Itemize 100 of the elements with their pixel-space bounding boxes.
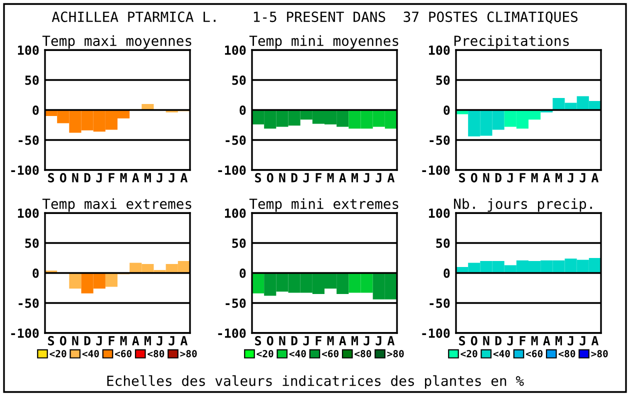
x-tick-label: F — [520, 336, 526, 346]
x-tick-label: A — [339, 336, 346, 346]
legend-label: <60 — [526, 350, 543, 358]
y-tick-label: -100 — [218, 328, 246, 338]
y-tick-label: 0 — [32, 105, 39, 115]
x-tick-label: N — [72, 173, 78, 182]
x-tick-label: M — [120, 336, 127, 346]
text: Echelles des valeurs indicatrices des plantes en % — [107, 375, 524, 389]
x-tick-label: J — [96, 336, 102, 346]
x-tick-label: O — [60, 336, 66, 346]
x-tick-label: A — [132, 173, 140, 182]
legend-label: >80 — [591, 350, 608, 358]
x-tick-label: D — [84, 336, 90, 346]
legend-label: >80 — [180, 350, 197, 358]
x-tick-label: S — [48, 173, 54, 182]
chart-title: Temp maxi moyennes — [42, 35, 192, 49]
x-tick-label: M — [531, 173, 538, 182]
x-tick-label: J — [96, 173, 102, 182]
y-tick-label: 50 — [436, 238, 450, 248]
x-tick-label: N — [279, 173, 286, 182]
y-tick-label: 0 — [240, 105, 246, 115]
legend-label: <40 — [289, 350, 306, 358]
x-tick-label: A — [180, 336, 188, 346]
x-tick-label: D — [291, 336, 298, 346]
x-tick-label: N — [279, 336, 286, 346]
legend-label: <40 — [493, 350, 510, 358]
x-tick-label: A — [591, 173, 599, 182]
x-tick-label: M — [555, 336, 562, 346]
x-tick-label: F — [520, 173, 526, 182]
x-tick-label: J — [303, 336, 309, 346]
y-tick-label: -50 — [226, 135, 246, 145]
legend-label: <20 — [50, 350, 66, 358]
x-tick-label: M — [351, 336, 358, 346]
y-tick-label: 50 — [436, 75, 450, 85]
y-tick-label: 0 — [32, 268, 39, 278]
x-tick-label: O — [266, 336, 274, 346]
y-tick-label: -100 — [218, 165, 246, 175]
y-tick-label: 50 — [232, 238, 246, 248]
chart-title: Temp maxi extremes — [42, 198, 192, 212]
x-tick-label: M — [144, 336, 151, 346]
x-tick-label: A — [387, 336, 395, 346]
x-tick-label: O — [470, 336, 478, 346]
x-tick-label: M — [144, 173, 151, 182]
legend-label: <40 — [82, 350, 99, 358]
x-tick-label: J — [303, 173, 309, 182]
chart-title: Nb. jours precip. — [454, 198, 592, 212]
x-tick-label: O — [60, 173, 66, 182]
x-tick-label: D — [495, 336, 502, 346]
x-tick-label: D — [291, 173, 298, 182]
x-tick-label: J — [507, 336, 513, 346]
x-tick-label: O — [470, 173, 478, 182]
x-tick-label: O — [266, 173, 274, 182]
x-tick-label: J — [168, 336, 174, 346]
y-tick-label: -50 — [18, 298, 39, 308]
x-tick-label: A — [543, 336, 550, 346]
x-tick-label: J — [376, 336, 382, 346]
y-tick-label: -50 — [18, 135, 39, 145]
y-tick-label: 50 — [25, 238, 39, 248]
chart-title: Temp mini extremes — [249, 198, 398, 212]
x-tick-label: M — [327, 336, 334, 346]
legend-label: <60 — [322, 350, 339, 358]
legend-label: <80 — [148, 350, 164, 358]
x-tick-label: N — [483, 336, 490, 346]
x-tick-label: S — [459, 173, 466, 182]
x-tick-label: J — [507, 173, 513, 182]
chart-title: Temp mini moyennes — [249, 35, 398, 49]
x-tick-label: F — [108, 336, 114, 346]
x-tick-label: A — [387, 173, 395, 182]
x-tick-label: J — [568, 336, 574, 346]
x-tick-label: M — [555, 173, 562, 182]
y-tick-label: 0 — [444, 268, 450, 278]
x-tick-label: J — [156, 336, 162, 346]
y-tick-label: 100 — [225, 45, 246, 55]
y-tick-label: 100 — [18, 208, 39, 218]
x-tick-label: M — [327, 173, 334, 182]
legend-label: <60 — [114, 350, 132, 358]
x-tick-label: J — [168, 173, 174, 182]
x-tick-label: D — [84, 173, 90, 182]
x-tick-label: A — [132, 336, 140, 346]
y-tick-label: -50 — [430, 135, 450, 145]
x-tick-label: A — [180, 173, 188, 182]
y-tick-label: -100 — [11, 328, 39, 338]
y-tick-label: 50 — [232, 75, 246, 85]
x-tick-label: J — [156, 173, 162, 182]
x-tick-label: F — [108, 173, 114, 182]
x-tick-label: S — [255, 336, 262, 346]
y-tick-label: -50 — [226, 298, 246, 308]
x-tick-label: M — [351, 173, 358, 182]
x-tick-label: J — [580, 336, 586, 346]
x-tick-label: S — [255, 173, 262, 182]
legend-label: <80 — [558, 350, 576, 358]
y-tick-label: 100 — [18, 45, 39, 55]
chart-title: Precipitations — [454, 35, 569, 49]
y-tick-label: 100 — [429, 45, 450, 55]
x-tick-label: N — [483, 173, 490, 182]
text: ACHILLEA PTARMICA L. 1-5 PRESENT DANS 37 POSTES CLIMATIQUES — [52, 12, 578, 24]
x-tick-label: A — [591, 336, 599, 346]
y-tick-label: 0 — [444, 105, 450, 115]
y-tick-label: -100 — [422, 328, 450, 338]
x-tick-label: S — [459, 336, 466, 346]
